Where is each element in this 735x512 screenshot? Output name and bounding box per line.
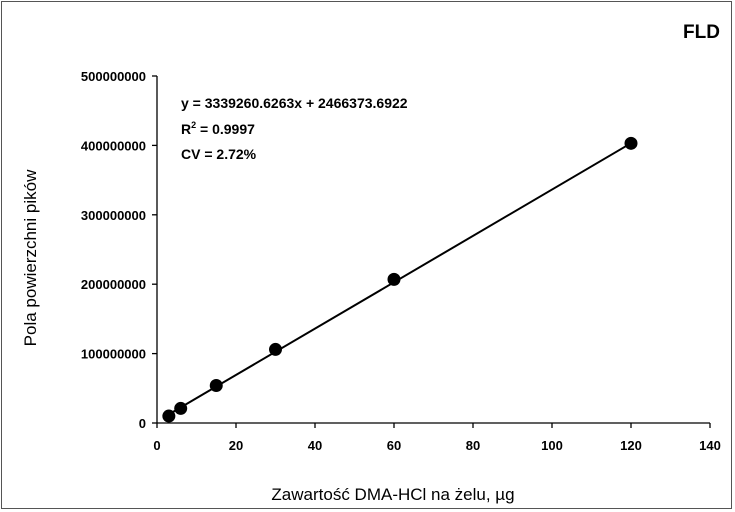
- r-squared-label: R2 = 0.9997: [181, 120, 255, 137]
- x-axis-ticks: 0 20 40 60 80 100 120 140: [153, 423, 721, 453]
- x-tick-label: 120: [620, 438, 642, 453]
- y-tick-label: 300000000: [81, 208, 146, 223]
- r2-value: = 0.9997: [196, 121, 255, 137]
- y-tick-label: 400000000: [81, 138, 146, 153]
- cv-label: CV = 2.72%: [181, 146, 257, 162]
- data-point: [387, 272, 401, 286]
- x-tick-label: 40: [308, 438, 322, 453]
- x-tick-label: 80: [466, 438, 480, 453]
- y-tick-label: 200000000: [81, 277, 146, 292]
- data-point: [162, 409, 176, 423]
- data-point: [269, 342, 282, 356]
- x-tick-label: 20: [229, 438, 243, 453]
- x-tick-label: 100: [541, 438, 563, 453]
- x-tick-label: 140: [699, 438, 721, 453]
- corner-label: FLD: [683, 22, 720, 43]
- y-axis-title: Pola powierzchni pików: [21, 169, 40, 346]
- r2-superscript: 2: [191, 120, 196, 130]
- y-tick-label: 0: [139, 416, 146, 431]
- r2-prefix: R: [181, 121, 191, 137]
- y-tick-label: 500000000: [81, 69, 146, 84]
- x-axis-title: Zawartość DMA-HCl na żelu, µg: [271, 485, 514, 504]
- data-point: [209, 379, 223, 393]
- x-tick-label: 0: [153, 438, 160, 453]
- equation-label: y = 3339260.6263x + 2466373.6922: [181, 95, 408, 111]
- data-point: [624, 136, 638, 150]
- x-tick-label: 60: [387, 438, 401, 453]
- y-axis-ticks: 0 100000000 200000000 300000000 400000000 500…: [81, 69, 157, 431]
- data-points: [162, 136, 638, 423]
- data-point: [174, 401, 188, 415]
- y-tick-label: 100000000: [81, 347, 146, 362]
- axes: [156, 76, 710, 424]
- regression-annotation: y = 3339260.6263x + 2466373.6922 R2 = 0.…: [181, 95, 408, 162]
